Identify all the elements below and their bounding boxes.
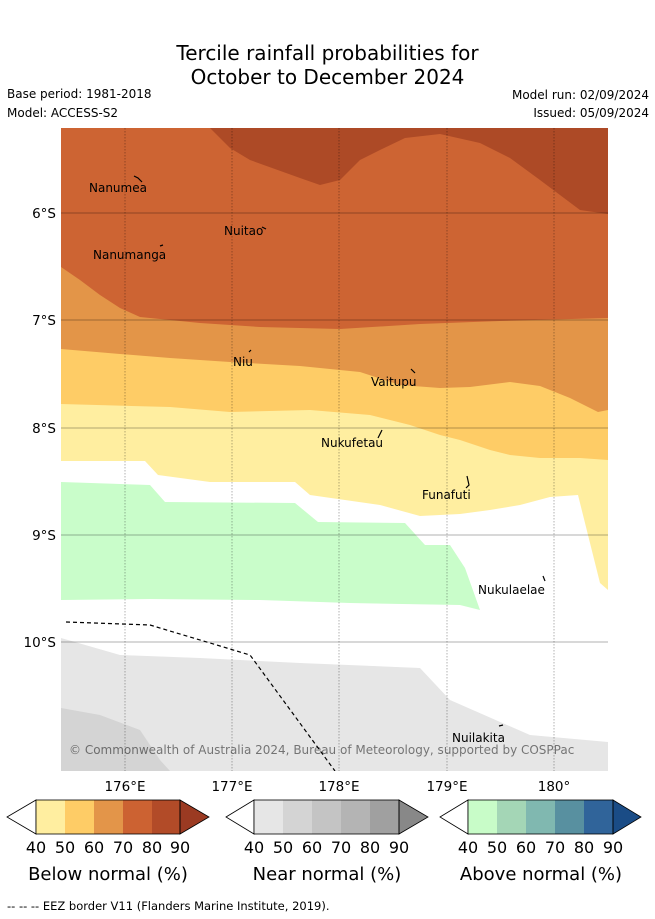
colorbar-above-normal-swatch-60 — [526, 800, 555, 834]
below-normal-90-region — [210, 128, 608, 214]
lat-label-6s: 6°S — [32, 206, 56, 222]
colorbar-above-normal-tick-50: 50 — [487, 838, 507, 857]
island-niu — [248, 349, 252, 353]
place-label-nuitao: Nuitao — [224, 224, 263, 238]
copyright-notice: © Commonwealth of Australia 2024, Bureau… — [69, 743, 574, 757]
colorbar-above-normal-swatch-40 — [468, 800, 497, 834]
colorbar-below-normal-tick-80: 80 — [142, 838, 162, 857]
island-outlines — [133, 175, 546, 727]
island-funafuti — [465, 475, 470, 489]
colorbar-above-normal-swatch-50 — [497, 800, 526, 834]
issued-date: Issued: 05/09/2024 — [533, 106, 649, 120]
colorbar-near-normal-title: Near normal (%) — [253, 864, 402, 885]
colorbar-above-normal-swatch-80 — [584, 800, 613, 834]
colorbar-above-normal-tick-40: 40 — [458, 838, 478, 857]
place-label-nuilakita: Nuilakita — [452, 731, 505, 745]
colorbar-near-normal-tick-80: 80 — [360, 838, 380, 857]
colorbar-above-normal-swatch-70 — [555, 800, 584, 834]
below-normal-80-region — [61, 128, 608, 329]
above-normal-40-region — [61, 482, 480, 610]
model-name: Model: ACCESS-S2 — [7, 106, 119, 120]
colorbar-below-normal-swatch-70 — [123, 800, 152, 834]
colorbar-near-normal-tick-70: 70 — [331, 838, 351, 857]
colorbar-below-normal-tick-60: 60 — [84, 838, 104, 857]
colorbar-below-normal-tick-90: 90 — [170, 838, 190, 857]
gridlines — [61, 128, 608, 771]
colorbar-above-normal-tick-90: 90 — [603, 838, 623, 857]
colorbar-below-normal: 40 50 60 70 80 90 Below normal (%) — [6, 799, 210, 885]
place-label-vaitupu: Vaitupu — [371, 375, 417, 389]
base-period: Base period: 1981-2018 — [7, 87, 152, 101]
colorbar-below-normal-swatch-40 — [36, 800, 65, 834]
island-nukufetau — [377, 429, 383, 439]
colorbar-above-normal-tick-80: 80 — [574, 838, 594, 857]
lat-label-7s: 7°S — [32, 313, 56, 329]
lon-label-177e: 177°E — [211, 779, 252, 795]
place-label-nukulaelae: Nukulaelae — [478, 583, 545, 597]
island-nanumanga — [159, 244, 164, 247]
colorbar-below-normal-tick-70: 70 — [113, 838, 133, 857]
colorbar-near-normal-swatch-80 — [370, 800, 399, 834]
title-line-2: October to December 2024 — [190, 65, 465, 89]
colorbar-near-normal-high-end — [398, 799, 429, 835]
eez-border-line — [65, 621, 336, 771]
place-label-niu: Niu — [233, 355, 253, 369]
probability-regions: Nanumea Nuitao Nanumanga Niu Vaitupu Nuk… — [61, 128, 608, 771]
colorbar-above-normal-tick-70: 70 — [545, 838, 565, 857]
near-normal-40-region — [61, 638, 608, 771]
colorbar-above-normal-tick-60: 60 — [516, 838, 536, 857]
eez-border-legend: -- -- -- EEZ border V11 (Flanders Marine… — [7, 899, 330, 913]
place-label-funafuti: Funafuti — [422, 488, 471, 502]
colorbar-near-normal-swatch-60 — [312, 800, 341, 834]
colorbar-near-normal-tick-60: 60 — [302, 838, 322, 857]
island-vaitupu — [410, 368, 416, 374]
island-nuitao — [261, 226, 267, 230]
colorbar-below-normal-high-end — [179, 799, 210, 835]
place-label-nanumea: Nanumea — [89, 181, 147, 195]
colorbar-below-normal-swatch-80 — [152, 800, 180, 834]
colorbar-near-normal-swatch-50 — [283, 800, 312, 834]
island-nanumea — [133, 175, 143, 183]
island-nukulaelae — [542, 575, 546, 582]
colorbar-near-normal-tick-50: 50 — [273, 838, 293, 857]
lon-label-178e: 178°E — [318, 779, 359, 795]
near-normal-50-region — [61, 708, 170, 771]
colorbar-near-normal-swatch-40 — [254, 800, 283, 834]
colorbar-near-normal-swatch-70 — [341, 800, 370, 834]
colorbar-below-normal-swatch-50 — [65, 800, 94, 834]
lon-label-176e: 176°E — [104, 779, 145, 795]
island-nuilakita — [498, 724, 504, 727]
colorbar-near-normal-tick-40: 40 — [244, 838, 264, 857]
colorbar-below-normal-tick-40: 40 — [26, 838, 46, 857]
lat-label-8s: 8°S — [32, 421, 56, 437]
lon-label-179e: 179°E — [426, 779, 467, 795]
colorbar-below-normal-tick-50: 50 — [55, 838, 75, 857]
colorbar-below-normal-title: Below normal (%) — [28, 864, 188, 885]
colorbar-below-normal-swatch-60 — [94, 800, 123, 834]
title-line-1: Tercile rainfall probabilities for — [176, 41, 479, 65]
colorbar-above-normal-title: Above normal (%) — [460, 864, 622, 885]
colorbar-above-normal-high-end — [612, 799, 642, 835]
place-label-nanumanga: Nanumanga — [93, 248, 166, 262]
colorbar-near-normal: 40 50 60 70 80 90 Near normal (%) — [225, 799, 429, 885]
colorbar-near-normal-low-end — [225, 799, 255, 835]
lat-label-10s: 10°S — [24, 635, 57, 651]
place-label-nukufetau: Nukufetau — [321, 436, 383, 450]
colorbar-above-normal: 40 50 60 70 80 90 Above normal (%) — [439, 799, 642, 885]
lon-label-180: 180° — [538, 779, 571, 795]
colorbar-below-normal-low-end — [6, 799, 37, 835]
lat-label-9s: 9°S — [32, 528, 56, 544]
model-run: Model run: 02/09/2024 — [511, 88, 649, 102]
colorbar-near-normal-tick-90: 90 — [389, 838, 409, 857]
colorbar-above-normal-low-end — [439, 799, 469, 835]
